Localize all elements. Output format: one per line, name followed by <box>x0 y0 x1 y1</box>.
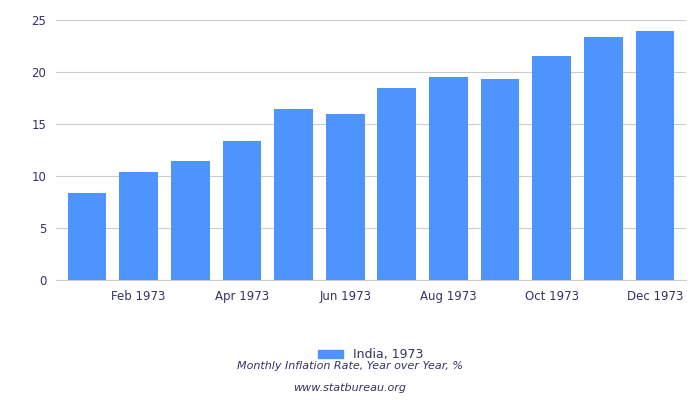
Bar <box>533 56 571 280</box>
Bar <box>636 32 674 280</box>
Legend: India, 1973: India, 1973 <box>314 344 428 366</box>
Text: Monthly Inflation Rate, Year over Year, %: Monthly Inflation Rate, Year over Year, … <box>237 361 463 371</box>
Bar <box>481 79 519 280</box>
Bar <box>171 162 209 280</box>
Bar <box>377 88 416 280</box>
Bar <box>119 172 158 280</box>
Bar <box>584 37 623 280</box>
Bar <box>429 77 468 280</box>
Bar <box>326 114 365 280</box>
Text: www.statbureau.org: www.statbureau.org <box>293 383 407 393</box>
Bar <box>68 193 106 280</box>
Bar <box>223 141 261 280</box>
Bar <box>274 110 313 280</box>
